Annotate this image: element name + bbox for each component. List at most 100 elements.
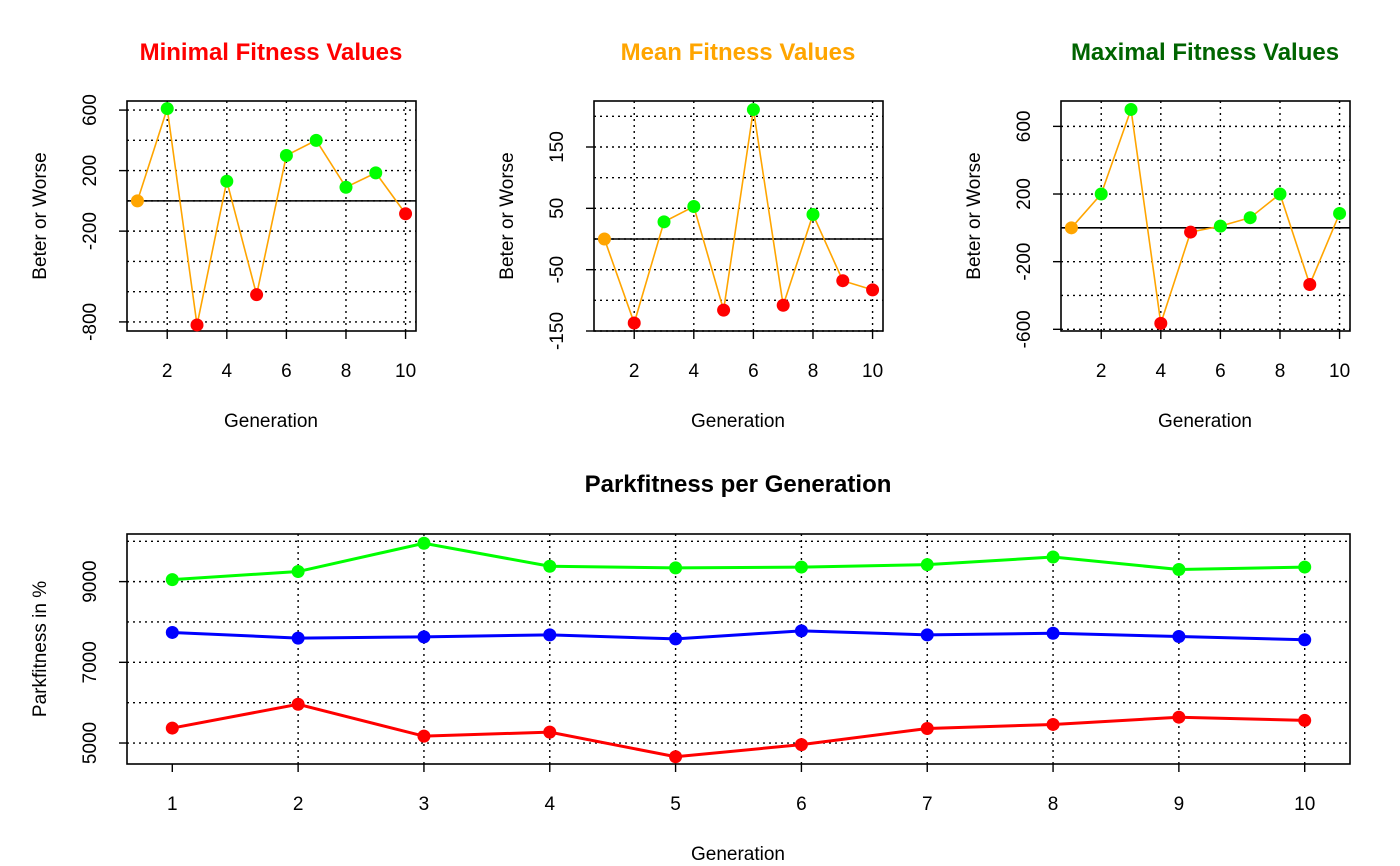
x-tick-label: 7 (922, 794, 933, 815)
parkfitness-series-1 (165, 624, 1312, 647)
mean-plot-frame (593, 100, 884, 332)
minimal-series (130, 102, 413, 332)
data-point (687, 199, 701, 213)
data-point (1172, 629, 1186, 643)
data-point (279, 148, 293, 162)
data-point (794, 624, 808, 638)
data-point (1273, 187, 1287, 201)
data-point (543, 559, 557, 573)
parkfitness-series-2 (165, 697, 1312, 764)
data-point (806, 207, 820, 221)
y-tick-label: 150 (547, 131, 568, 163)
data-point (1046, 717, 1060, 731)
x-tick-label: 4 (689, 361, 700, 382)
x-tick-label: 2 (1096, 361, 1107, 382)
data-point (291, 565, 305, 579)
y-tick-label: 200 (1014, 178, 1035, 210)
mean-fitness-ylabel: Beter or Worse (497, 152, 518, 279)
x-tick-label: 4 (1156, 361, 1167, 382)
data-point (627, 316, 641, 330)
series-line (172, 541, 1305, 582)
data-point (543, 725, 557, 739)
y-tick-label: -150 (547, 312, 568, 350)
series-line (136, 108, 407, 326)
mean-grid (594, 101, 883, 332)
minimal-fitness-xlabel: Generation (224, 411, 318, 432)
maximal-fitness-xlabel: Generation (1158, 411, 1252, 432)
x-tick-label: 2 (293, 794, 304, 815)
parkfitness-ylabel: Parkfitness in % (30, 581, 51, 717)
maximal-y-axis: -600 -200 200 600 (1014, 111, 1061, 348)
data-point (717, 303, 731, 317)
data-point (866, 283, 880, 297)
data-point (836, 274, 850, 288)
data-point (291, 631, 305, 645)
data-point (160, 102, 174, 116)
mean-fitness-panel: Mean Fitness Values Generation Beter or … (497, 39, 884, 432)
data-point (1303, 277, 1317, 291)
data-point (417, 729, 431, 743)
data-point (776, 298, 790, 312)
y-tick-label: 7000 (80, 641, 101, 683)
maximal-fitness-panel: Maximal Fitness Values Generation Beter … (964, 39, 1351, 432)
x-tick-label: 8 (1048, 794, 1059, 815)
y-tick-label: -50 (547, 256, 568, 283)
parkfitness-xlabel: Generation (691, 844, 785, 865)
maximal-x-axis: 2 4 6 8 10 (1096, 331, 1350, 382)
x-tick-label: 10 (395, 361, 416, 382)
data-point (794, 738, 808, 752)
data-point (1333, 206, 1347, 220)
minimal-fitness-title: Minimal Fitness Values (140, 39, 403, 66)
x-tick-label: 5 (670, 794, 681, 815)
x-tick-label: 1 (167, 794, 178, 815)
data-point (309, 133, 323, 147)
minimal-plot-frame (126, 100, 417, 332)
data-point (543, 628, 557, 642)
y-tick-label: 5000 (80, 722, 101, 764)
data-point (417, 630, 431, 644)
data-point (1094, 187, 1108, 201)
data-point (1064, 221, 1078, 235)
x-tick-label: 6 (748, 361, 759, 382)
mean-x-axis: 2 4 6 8 10 (629, 331, 883, 382)
y-tick-label: -200 (1014, 243, 1035, 281)
x-tick-label: 4 (222, 361, 233, 382)
x-tick-label: 10 (1329, 361, 1350, 382)
data-point (1154, 316, 1168, 330)
x-tick-label: 2 (162, 361, 173, 382)
y-tick-label: 600 (80, 94, 101, 126)
parkfitness-title: Parkfitness per Generation (585, 471, 892, 498)
minimal-fitness-panel: Minimal Fitness Values Generation Beter … (30, 39, 417, 432)
parkfitness-y-axis: 5000 7000 9000 (80, 560, 127, 764)
x-tick-label: 8 (808, 361, 819, 382)
data-point (669, 561, 683, 575)
series-line (172, 702, 1305, 759)
x-tick-label: 8 (341, 361, 352, 382)
series-line (172, 629, 1305, 642)
y-tick-label: -800 (80, 303, 101, 341)
minimal-fitness-ylabel: Beter or Worse (30, 152, 51, 279)
data-point (417, 536, 431, 550)
data-point (1046, 550, 1060, 564)
x-tick-label: 9 (1174, 794, 1185, 815)
data-point (250, 288, 264, 302)
data-point (794, 560, 808, 574)
data-point (746, 103, 760, 117)
data-point (1172, 710, 1186, 724)
data-point (1172, 563, 1186, 577)
data-point (165, 625, 179, 639)
data-point (1046, 626, 1060, 640)
y-tick-label: 50 (547, 198, 568, 219)
data-point (657, 215, 671, 229)
y-tick-label: -200 (80, 212, 101, 250)
data-point (920, 721, 934, 735)
x-tick-label: 10 (862, 361, 883, 382)
data-point (1184, 225, 1198, 239)
data-point (165, 721, 179, 735)
data-point (920, 628, 934, 642)
data-point (399, 207, 413, 221)
data-point (130, 194, 144, 208)
data-point (1298, 560, 1312, 574)
data-point (669, 632, 683, 646)
parkfitness-panel: Parkfitness per Generation Generation Pa… (30, 471, 1351, 865)
